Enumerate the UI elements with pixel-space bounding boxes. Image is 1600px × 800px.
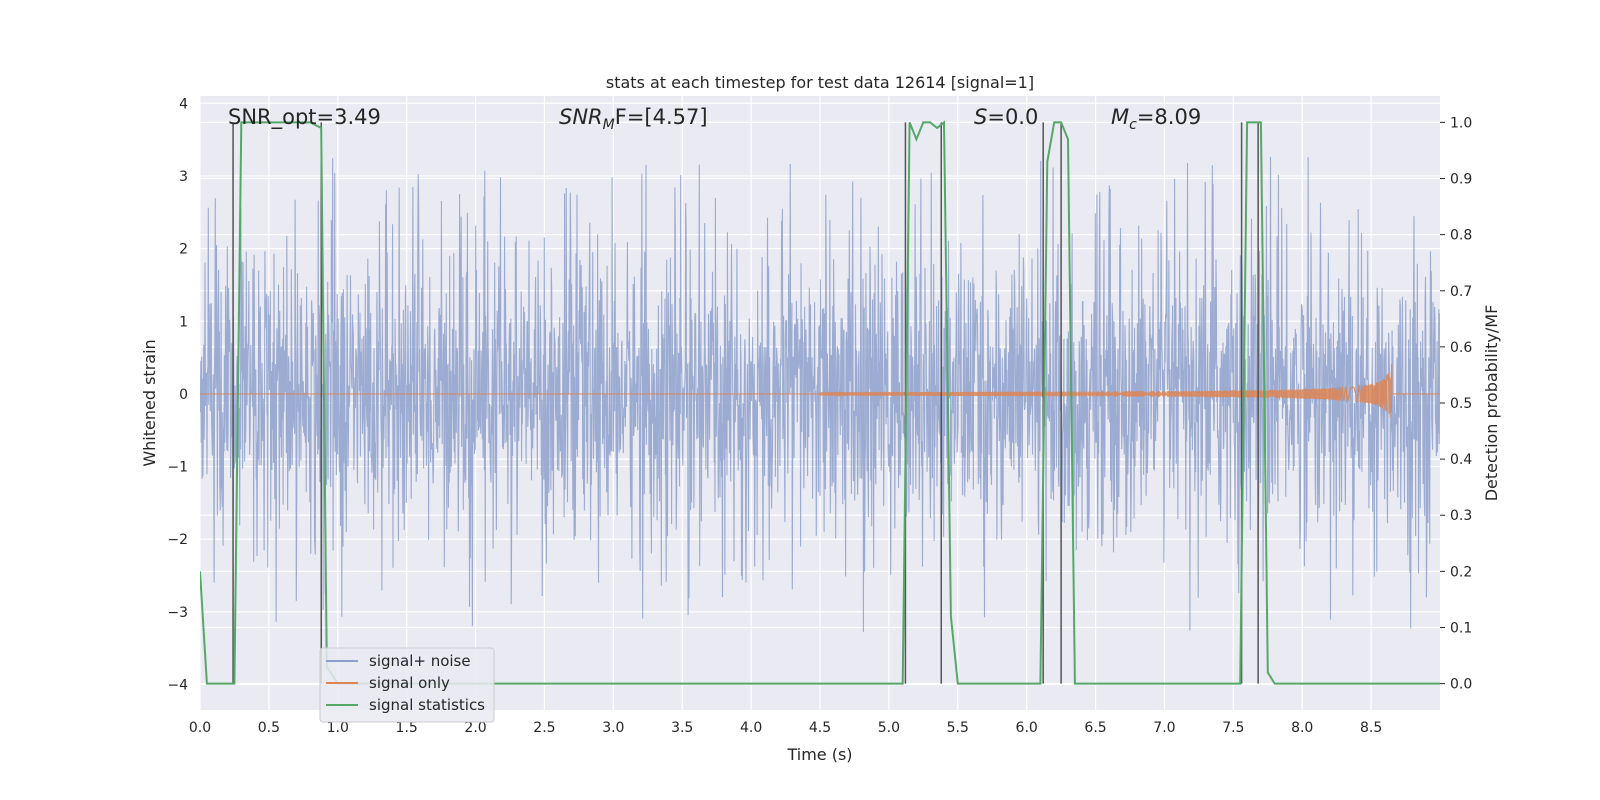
x-tick-label: 5.0 — [878, 720, 900, 736]
chart-title: stats at each timestep for test data 126… — [606, 73, 1034, 92]
annotation-s: S=0.0 — [974, 105, 1038, 129]
y2-tick-label: 1.0 — [1450, 115, 1472, 131]
y-tick-label: −2 — [167, 532, 188, 548]
annotation-mc: Mc=8.09 — [1111, 105, 1201, 133]
legend-label-statistics: signal statistics — [369, 696, 485, 714]
annotation-s-main: S — [974, 105, 987, 129]
x-tick-label: 4.5 — [809, 720, 831, 736]
y2-axis-label: Detection probability/MF — [1482, 305, 1501, 502]
legend-box — [319, 647, 495, 723]
y-tick-label: −1 — [167, 460, 188, 476]
x-tick-label: 1.0 — [327, 720, 349, 736]
y2-tick-label: 0.6 — [1450, 340, 1472, 356]
series-signal-statistics — [200, 120, 1440, 685]
annotation-snr-mf: SNRMF=[4.57] — [559, 105, 708, 133]
y2-tick-label: 0.4 — [1450, 452, 1472, 468]
x-tick-label: 5.5 — [947, 720, 969, 736]
y-tick-label: −4 — [167, 678, 188, 694]
y2-tick-label: 0.9 — [1450, 172, 1472, 188]
y-tick-label: 1 — [179, 314, 188, 330]
series-signal-noise — [200, 156, 1440, 633]
ticks: 0.0 0.5 1.0 1.5 2.0 2.5 3.0 3.5 4.0 4.5 5.0 5.5 6.0 6… — [167, 96, 1472, 736]
x-tick-label: 3.5 — [671, 720, 693, 736]
x-tick-label: 3.0 — [602, 720, 624, 736]
annotation-snr-opt: SNR_opt=3.49 — [228, 105, 381, 130]
y2-tick-label: 0.1 — [1450, 620, 1472, 636]
x-tick-label: 8.5 — [1360, 720, 1382, 736]
annotation-mc-sub: c — [1129, 117, 1137, 133]
x-tick-label: 4.0 — [740, 720, 762, 736]
legend: signal+ noise signal only signal statist… — [319, 647, 495, 723]
y-tick-label: 3 — [179, 169, 188, 185]
annotation-snr-mf-rest: F=[4.57] — [615, 105, 708, 129]
annotation-snr-mf-main: SNR — [559, 105, 603, 129]
x-tick-label: 1.5 — [396, 720, 418, 736]
x-tick-label: 0.0 — [189, 720, 211, 736]
y2-tick-label: 0.3 — [1450, 508, 1472, 524]
y2-tick-label: 0.8 — [1450, 228, 1472, 244]
annotation-snr-mf-sub: M — [603, 117, 615, 133]
y2-tick-label: 0.0 — [1450, 677, 1472, 693]
y-tick-label: −3 — [167, 605, 188, 621]
x-tick-label: 6.0 — [1016, 720, 1038, 736]
x-tick-label: 8.0 — [1291, 720, 1313, 736]
x-axis-label: Time (s) — [786, 745, 852, 764]
y-tick-label: 4 — [179, 96, 188, 112]
x-tick-label: 2.0 — [464, 720, 486, 736]
y2-tick-label: 0.2 — [1450, 564, 1472, 580]
legend-label-signal-only: signal only — [369, 674, 450, 692]
y-tick-label: 0 — [179, 387, 188, 403]
x-tick-label: 7.0 — [1153, 720, 1175, 736]
annotation-mc-rest: =8.09 — [1137, 105, 1201, 129]
x-tick-label: 0.5 — [258, 720, 280, 736]
y2-tick-label: 0.5 — [1450, 396, 1472, 412]
y2-tick-label: 0.7 — [1450, 284, 1472, 300]
annotation-mc-main: M — [1111, 105, 1129, 129]
annotation-s-rest: =0.0 — [987, 105, 1038, 129]
y-axis-label: Whitened strain — [140, 339, 159, 466]
x-tick-label: 2.5 — [533, 720, 555, 736]
x-tick-label: 6.5 — [1084, 720, 1106, 736]
data-layer — [200, 120, 1440, 685]
legend-label-noise: signal+ noise — [369, 652, 471, 670]
x-tick-label: 7.5 — [1222, 720, 1244, 736]
y-tick-label: 2 — [179, 242, 188, 258]
series-signal-only — [200, 364, 1440, 418]
